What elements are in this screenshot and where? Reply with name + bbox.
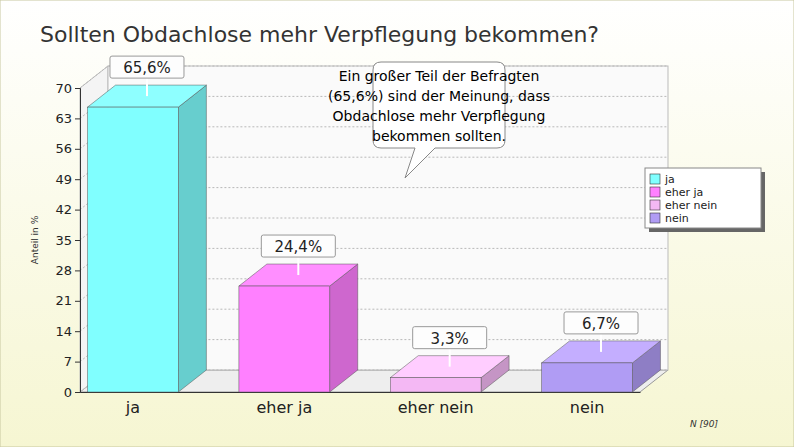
tick: 56 <box>55 141 80 156</box>
label-box <box>564 312 638 334</box>
label-connector <box>600 334 602 352</box>
axis-line <box>75 89 81 393</box>
legend: jaeher jaeher neinnein <box>645 168 765 232</box>
tick-label: 49 <box>55 172 72 187</box>
legend-swatch <box>650 200 660 210</box>
bar <box>390 378 481 392</box>
legend-swatch <box>650 174 660 184</box>
tick-mark <box>75 362 80 363</box>
data-label: 6,7% <box>582 315 620 333</box>
tick: 35 <box>55 233 80 248</box>
label-connector <box>146 78 148 96</box>
data-labels: 65,6% 24,4% 3,3% 6,7% <box>110 56 638 367</box>
title: Sollten Obdachlose mehr Verpflegung beko… <box>40 22 599 47</box>
legend-box <box>645 168 761 228</box>
y-axis-title: Anteil in % <box>30 215 40 264</box>
tick-mark <box>75 331 80 332</box>
tick: ja <box>125 392 140 417</box>
bar <box>239 286 330 392</box>
tick: 7 <box>64 354 80 369</box>
chart-svg: Sollten Obdachlose mehr Verpflegung beko… <box>0 0 794 447</box>
annotation-text: Obdachlose mehr Verpflegung <box>333 108 546 124</box>
note: N [90] <box>690 419 719 429</box>
label-box <box>413 327 487 349</box>
tick: 63 <box>55 111 80 126</box>
label-box <box>261 235 335 257</box>
tick: 28 <box>55 263 80 278</box>
data-label: 65,6% <box>123 59 171 77</box>
tick: nein <box>570 392 605 417</box>
tick: 0 <box>64 385 80 400</box>
background <box>0 0 794 447</box>
label-connector <box>297 257 299 275</box>
tick: 49 <box>55 172 80 187</box>
walls <box>80 66 668 392</box>
tick-label: 35 <box>55 233 72 248</box>
tick-label: 0 <box>64 385 72 400</box>
tick: 70 <box>55 81 80 96</box>
tick: 42 <box>55 202 80 217</box>
legend-label: nein <box>665 212 689 225</box>
tick-mark <box>75 149 80 150</box>
tick-mark <box>75 179 80 180</box>
tick-mark <box>75 392 80 393</box>
annotation: Ein großer Teil der Befragten (65,6%) sin… <box>328 62 550 178</box>
tick-mark <box>75 270 80 271</box>
tick-label: 7 <box>64 354 72 369</box>
bar-3d <box>239 264 358 392</box>
grid <box>80 66 668 392</box>
chart-container: Sollten Obdachlose mehr Verpflegung beko… <box>0 0 794 447</box>
tick-mark <box>75 210 80 211</box>
legend-swatch <box>650 187 660 197</box>
label-box <box>110 56 184 78</box>
legend-label: eher nein <box>665 199 717 212</box>
bar-side <box>178 85 206 392</box>
x-axis: ja eher ja eher nein nein <box>81 392 641 417</box>
tick-label: ja <box>125 398 140 417</box>
tick-label: 63 <box>55 111 72 126</box>
tick: eher nein <box>398 392 474 417</box>
tick-label: 42 <box>55 202 72 217</box>
y-axis: 0 7 14 21 28 35 42 49 56 63 70 <box>55 81 80 400</box>
legend-swatch <box>650 213 660 223</box>
legend-label: ja <box>664 173 675 186</box>
annotation-text: (65,6%) sind der Meinung, dass <box>328 88 550 104</box>
tick-label: 21 <box>55 293 72 308</box>
tick: eher ja <box>256 392 312 417</box>
tick: 14 <box>55 324 80 339</box>
tick-mark <box>75 240 80 241</box>
bar <box>88 107 179 392</box>
tick: 21 <box>55 293 80 308</box>
tick-label: 14 <box>55 324 72 339</box>
tick-mark <box>75 301 80 302</box>
legend-label: eher ja <box>665 186 703 199</box>
tick-label: 28 <box>55 263 72 278</box>
tick-label: nein <box>570 398 605 417</box>
annotation-text: Ein großer Teil der Befragten <box>339 68 540 84</box>
tick-label: eher ja <box>256 398 312 417</box>
data-label: 3,3% <box>431 330 469 348</box>
tick-label: 56 <box>55 141 72 156</box>
annotation-text: bekommen sollten. <box>372 128 506 144</box>
label-connector <box>449 349 451 367</box>
tick-mark <box>75 88 80 89</box>
bar-3d <box>88 85 207 392</box>
tick-label: eher nein <box>398 398 474 417</box>
tick-label: 70 <box>55 81 72 96</box>
data-label: 24,4% <box>274 238 322 256</box>
bar-side <box>330 264 358 392</box>
bars <box>88 85 661 392</box>
bar <box>542 363 633 392</box>
tick-mark <box>75 118 80 119</box>
